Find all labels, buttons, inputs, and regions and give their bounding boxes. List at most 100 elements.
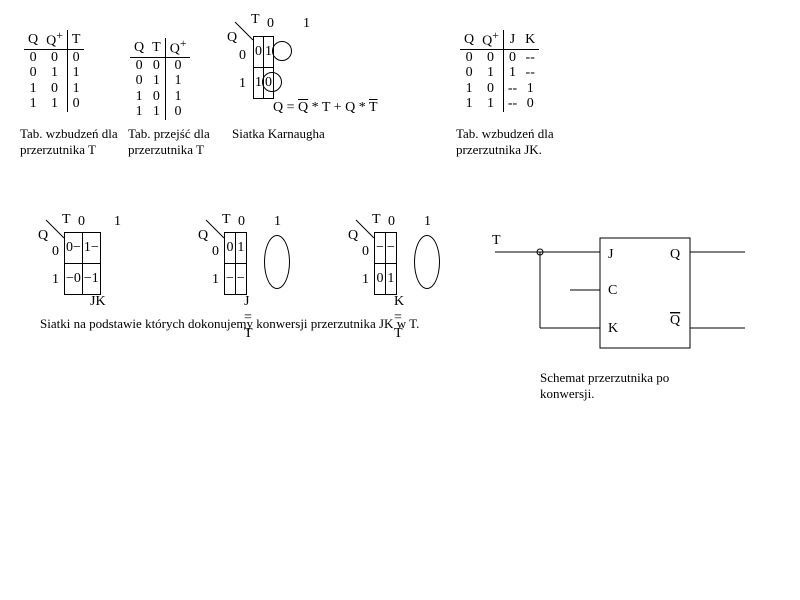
td: -- — [503, 96, 521, 111]
kmap-cell: 0 — [375, 264, 386, 295]
td: 0 — [478, 81, 503, 96]
kmap-cell: 1 — [264, 37, 274, 68]
svg-text:T: T — [492, 233, 501, 248]
td: 1 — [478, 65, 503, 80]
kmap-row0: 0 — [212, 244, 219, 260]
kmap-grid: 01 −− — [224, 232, 247, 295]
td: 1 — [42, 96, 67, 111]
kmaps-bottom-caption: Siatki na podstawie których dokonujemy k… — [40, 316, 419, 332]
td: -- — [521, 50, 539, 66]
td: -- — [521, 65, 539, 80]
caption-kmap: Siatka Karnaugha — [232, 126, 325, 142]
td: 0 — [67, 50, 84, 66]
kmap-cell: − — [235, 264, 246, 295]
th: Q+ — [165, 38, 190, 58]
truth-table: Q Q+ T 000 011 101 110 — [24, 30, 84, 112]
th: T — [67, 30, 84, 50]
td: 0 — [521, 96, 539, 111]
td: 0 — [460, 65, 478, 80]
kmap-cell: − — [225, 264, 236, 295]
kmap-cell: 1− — [82, 233, 100, 264]
td: 1 — [130, 89, 148, 104]
schematic: T J C K Q Q — [490, 228, 750, 388]
td: 1 — [24, 96, 42, 111]
svg-text:J: J — [608, 247, 614, 262]
kmap-col1: 1 — [424, 214, 431, 230]
kmap-row1: 1 — [362, 272, 369, 288]
kmap-row1: 1 — [52, 272, 59, 288]
td: 0 — [460, 50, 478, 66]
kmap-colvar: T — [251, 12, 260, 28]
schematic-svg: T J C K Q Q — [490, 228, 750, 388]
td: 1 — [148, 104, 165, 119]
kmap-grid: 0−1− −0−1 — [64, 232, 101, 295]
td: 1 — [460, 81, 478, 96]
td: 1 — [460, 96, 478, 111]
caption-jk-excite: Tab. wzbudzeń dla przerzutnika JK. — [456, 126, 596, 158]
th: J — [503, 30, 521, 50]
kmap-rowvar: Q — [227, 30, 237, 46]
td: 1 — [165, 73, 190, 88]
td: 1 — [67, 81, 84, 96]
th: Q+ — [42, 30, 67, 50]
td: 0 — [130, 58, 148, 74]
td: 0 — [165, 58, 190, 74]
td: 0 — [130, 73, 148, 88]
kmap-cell: −1 — [82, 264, 100, 295]
kmap-col0: 0 — [267, 16, 274, 32]
kmap-row0: 0 — [52, 244, 59, 260]
kmap-col1: 1 — [114, 214, 121, 230]
kmap-cell: 1 — [254, 68, 264, 99]
kmap-row1: 1 — [239, 76, 246, 92]
th: T — [148, 38, 165, 58]
td: 1 — [165, 89, 190, 104]
td: 1 — [148, 73, 165, 88]
td: 1 — [478, 96, 503, 111]
td: 0 — [24, 50, 42, 66]
kmap-colvar: T — [62, 212, 71, 228]
td: 0 — [478, 50, 503, 66]
kmap-col0: 0 — [238, 214, 245, 230]
svg-text:Q: Q — [670, 247, 680, 262]
td: 1 — [521, 81, 539, 96]
th: Q+ — [478, 30, 503, 50]
th: K — [521, 30, 539, 50]
kmap-colvar: T — [222, 212, 231, 228]
kmap-cell: 0 — [264, 68, 274, 99]
th: Q — [130, 38, 148, 58]
kmap-cell: 0 — [225, 233, 236, 264]
svg-text:C: C — [608, 283, 617, 298]
kmap-cell: − — [375, 233, 386, 264]
kmap-row1: 1 — [212, 272, 219, 288]
td: 0 — [148, 89, 165, 104]
truth-table: Q T Q+ 000 011 101 110 — [130, 38, 190, 120]
kmap-grid: −− 01 — [374, 232, 397, 295]
td: 0 — [24, 65, 42, 80]
kmap-cell: −0 — [65, 264, 83, 295]
th: Q — [24, 30, 42, 50]
kmap-cell: 0− — [65, 233, 83, 264]
td: 0 — [165, 104, 190, 119]
td: 0 — [148, 58, 165, 74]
td: 0 — [503, 50, 521, 66]
kmap-cell: 1 — [385, 264, 396, 295]
kmap-col1: 1 — [274, 214, 281, 230]
kmap-rowvar: Q — [198, 228, 208, 244]
svg-text:K: K — [608, 321, 618, 336]
kmap-colvar: T — [372, 212, 381, 228]
td: 1 — [130, 104, 148, 119]
schematic-caption: Schemat przerzutnika po konwersji. — [540, 370, 700, 402]
kmap-col0: 0 — [388, 214, 395, 230]
td: 1 — [503, 65, 521, 80]
truth-table: Q Q+ J K 000-- 011-- 10--1 11--0 — [460, 30, 539, 112]
kmap-rowvar: Q — [348, 228, 358, 244]
td: -- — [503, 81, 521, 96]
svg-text:Q: Q — [670, 313, 680, 328]
kmap-grid: 0 1 1 0 — [253, 36, 274, 99]
table-t-excitation: Q Q+ T 000 011 101 110 — [24, 30, 84, 112]
kmap-equation: Q = Q * T + Q * T — [273, 100, 378, 116]
kmap-rowvar: Q — [38, 228, 48, 244]
kmap-row0: 0 — [239, 48, 246, 64]
td: 0 — [42, 81, 67, 96]
td: 0 — [67, 96, 84, 111]
